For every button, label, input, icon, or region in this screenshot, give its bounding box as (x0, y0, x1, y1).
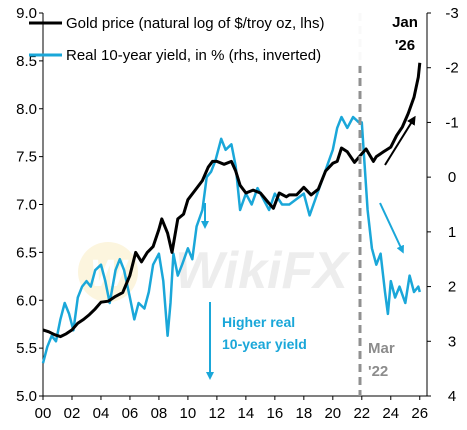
jan26-label-line2: '26 (395, 37, 415, 54)
watermark-badge-letter: W (90, 253, 129, 295)
legend-background (45, 10, 363, 66)
x-tick-label: 24 (382, 405, 399, 422)
left-tick-label: 5.0 (16, 388, 37, 405)
left-tick-label: 7.5 (16, 149, 37, 166)
left-tick-label: 8.5 (16, 53, 37, 70)
x-axis-ticks: 00 02 04 06 08 10 12 14 16 18 20 22 24 26 (35, 396, 428, 422)
left-tick-label: 6.0 (16, 292, 37, 309)
right-axis-ticks: -3 -2 -1 0 1 2 3 4 (427, 5, 459, 405)
post-2022-arrow-2 (379, 202, 404, 254)
left-axis-ticks: 5.0 5.5 6.0 6.5 7.0 7.5 8.0 8.5 9.0 (16, 5, 43, 405)
watermark-text: WikiFX (175, 242, 351, 300)
x-tick-label: 18 (295, 405, 312, 422)
jan26-label-line1: Jan (392, 14, 418, 31)
right-tick-label: 1 (448, 224, 456, 241)
legend: Gold price (natural log of $/troy oz, lh… (29, 10, 363, 66)
left-tick-label: 6.5 (16, 244, 37, 261)
right-tick-label: 3 (448, 333, 456, 350)
mar22-label-line1: Mar (368, 340, 395, 357)
right-tick-label: -2 (445, 60, 458, 77)
x-tick-label: 26 (411, 405, 428, 422)
right-tick-label: -1 (445, 114, 458, 131)
right-tick-label: 0 (448, 169, 456, 186)
real-yield-line (41, 115, 422, 364)
series-layer (41, 62, 422, 364)
higher-yield-label-line2: 10-year yield (222, 336, 307, 352)
x-tick-label: 02 (64, 405, 81, 422)
watermark: W WikiFX (78, 242, 351, 302)
mar22-label-line2: '22 (368, 363, 388, 380)
right-tick-label: -3 (445, 5, 458, 22)
gold-price-line (42, 62, 422, 339)
watermark-badge (78, 242, 138, 302)
right-tick-label: 4 (448, 388, 456, 405)
right-tick-label: 2 (448, 279, 456, 296)
higher-yield-label-line1: Higher real (222, 314, 295, 330)
x-tick-label: 20 (324, 405, 341, 422)
x-tick-label: 12 (209, 405, 226, 422)
legend-label-yield: Real 10-year yield, in % (rhs, inverted) (66, 47, 321, 64)
gold-up-arrow (384, 115, 416, 166)
left-tick-label: 9.0 (16, 5, 37, 22)
x-tick-label: 22 (353, 405, 370, 422)
x-tick-label: 06 (122, 405, 139, 422)
x-tick-label: 04 (93, 405, 110, 422)
x-tick-label: 16 (267, 405, 284, 422)
left-tick-label: 7.0 (16, 197, 37, 214)
left-tick-label: 5.5 (16, 340, 37, 357)
x-tick-label: 10 (180, 405, 197, 422)
legend-label-gold: Gold price (natural log of $/troy oz, lh… (66, 15, 324, 32)
left-tick-label: 8.0 (16, 101, 37, 118)
x-tick-label: 14 (238, 405, 255, 422)
x-tick-label: 00 (35, 405, 52, 422)
x-tick-label: 08 (151, 405, 168, 422)
